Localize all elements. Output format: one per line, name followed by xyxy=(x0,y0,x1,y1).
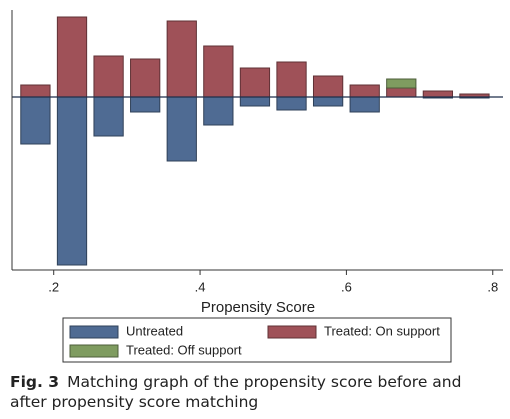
x-tick-label: .8 xyxy=(487,279,498,294)
bar xyxy=(130,58,161,98)
bar xyxy=(386,87,417,98)
legend-box xyxy=(62,317,452,363)
x-tick-label: .6 xyxy=(341,279,352,294)
legend-swatch xyxy=(69,325,119,339)
bar xyxy=(276,61,307,98)
bar xyxy=(422,90,454,98)
bar xyxy=(239,96,271,107)
x-tick-label: .4 xyxy=(195,279,206,294)
bar xyxy=(20,96,51,145)
bar xyxy=(276,96,307,111)
caption-text: Matching graph of the propensity score b… xyxy=(10,373,462,411)
bar xyxy=(56,16,88,98)
legend-label: Untreated xyxy=(126,323,183,338)
bar xyxy=(166,96,197,162)
bar xyxy=(386,78,417,89)
x-tick-label: .2 xyxy=(48,279,59,294)
bar xyxy=(349,96,380,113)
bar xyxy=(203,96,234,126)
bar xyxy=(349,84,380,98)
bar xyxy=(239,67,271,98)
legend-label: Treated: On support xyxy=(324,323,440,338)
bar xyxy=(20,84,51,98)
x-axis-label: Propensity Score xyxy=(201,299,315,316)
bar xyxy=(56,96,88,266)
bar xyxy=(93,96,124,137)
bar xyxy=(203,45,234,98)
bar xyxy=(130,96,161,113)
legend-swatch xyxy=(267,325,317,339)
bar xyxy=(312,96,344,107)
chart: Propensity Score .2 .4 .6 .8 Untreated Treate… xyxy=(11,10,503,363)
bar xyxy=(166,20,197,98)
bar xyxy=(93,55,124,98)
legend-swatch xyxy=(69,344,119,358)
caption-label: Fig. 3 xyxy=(10,373,60,391)
legend-label: Treated: Off support xyxy=(126,342,242,357)
caption: Fig. 3 Matching graph of the propensity s… xyxy=(10,372,480,412)
bar xyxy=(312,75,344,98)
